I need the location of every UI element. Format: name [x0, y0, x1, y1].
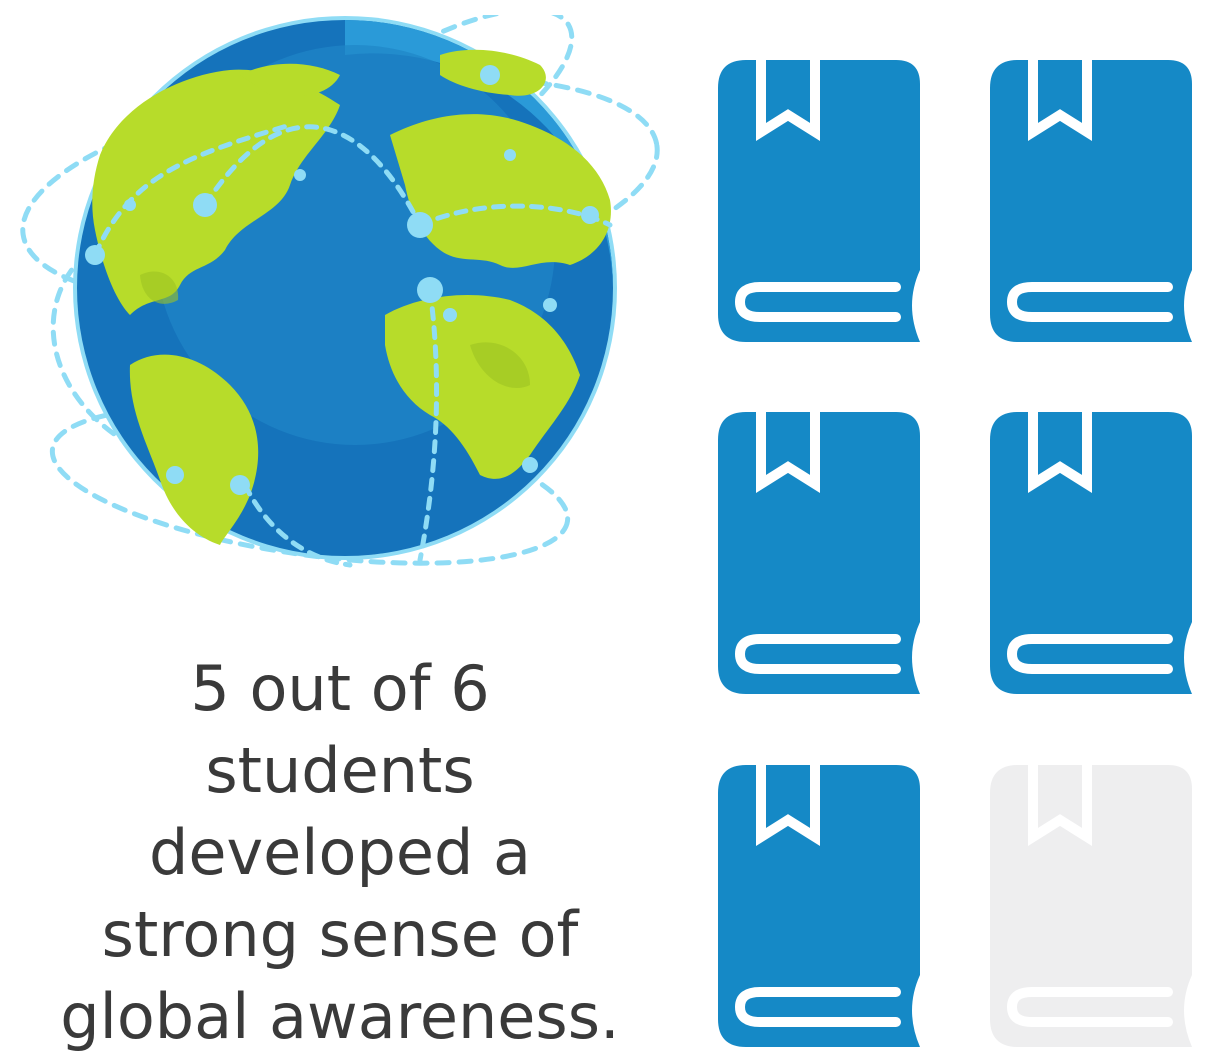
caption-line-2: students — [205, 734, 475, 807]
caption-line-1: 5 out of 6 — [190, 652, 490, 725]
caption-line-4: strong sense of — [101, 898, 579, 971]
globe-icon — [20, 7, 660, 568]
book-icon-grid — [718, 60, 1198, 1050]
book-icon-empty — [990, 765, 1195, 1050]
book-icon-filled — [718, 412, 923, 697]
caption-line-5: global awareness. — [60, 980, 620, 1053]
book-icon-filled — [718, 765, 923, 1050]
statistic-caption: 5 out of 6 students developed a strong s… — [20, 648, 660, 1058]
globe-illustration — [10, 7, 660, 615]
caption-line-3: developed a — [148, 816, 532, 889]
book-icon-filled — [990, 412, 1195, 697]
book-icon-filled — [718, 60, 923, 345]
book-icon-filled — [990, 60, 1195, 345]
